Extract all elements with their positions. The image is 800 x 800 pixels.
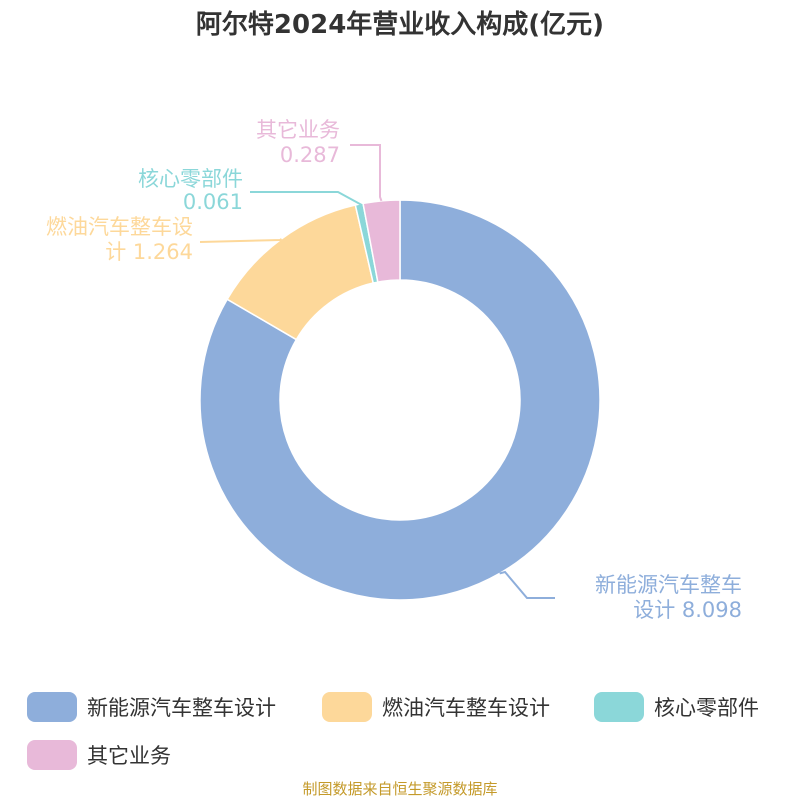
- legend-label-other: 其它业务: [87, 744, 171, 768]
- legend-swatch-nev-design: [27, 692, 77, 722]
- label-nev-design-line-1: 新能源汽车整车: [595, 573, 742, 597]
- legend-item-fuel-design[interactable]: 燃油汽车整车设计: [322, 692, 550, 722]
- leader-line-nev-design: [499, 570, 555, 599]
- leader-line-fuel-design: [199, 238, 283, 243]
- leader-lines: [199, 144, 555, 599]
- legend-swatch-fuel-design: [322, 692, 372, 722]
- legend-swatch-other: [27, 740, 77, 770]
- label-fuel-design-line-2: 计 1.264: [105, 240, 193, 264]
- label-other-line-2: 0.287: [280, 143, 340, 167]
- label-other-line-1: 其它业务: [256, 118, 340, 142]
- label-nev-design-line-2: 设计 8.098: [633, 598, 742, 622]
- legend-item-nev-design[interactable]: 新能源汽车整车设计: [27, 692, 276, 722]
- legend-swatch-core-parts: [594, 692, 644, 722]
- donut-slices: [199, 199, 601, 601]
- slice-nev-design[interactable]: [199, 199, 601, 601]
- slice-other[interactable]: [362, 199, 401, 283]
- label-fuel-design-line-1: 燃油汽车整车设: [46, 215, 193, 239]
- label-core-parts-line-2: 0.061: [183, 190, 243, 214]
- leader-line-other: [350, 144, 383, 202]
- legend-item-core-parts[interactable]: 核心零部件: [594, 692, 759, 722]
- chart-title: 阿尔特2024年营业收入构成(亿元): [195, 10, 605, 40]
- legend-label-fuel-design: 燃油汽车整车设计: [382, 696, 550, 720]
- source-note: 制图数据来自恒生聚源数据库: [302, 780, 498, 798]
- leader-line-core-parts: [250, 191, 363, 206]
- legend-label-core-parts: 核心零部件: [654, 696, 759, 720]
- legend-label-nev-design: 新能源汽车整车设计: [87, 696, 276, 720]
- label-core-parts-line-1: 核心零部件: [138, 167, 243, 191]
- legend-item-other[interactable]: 其它业务: [27, 740, 171, 770]
